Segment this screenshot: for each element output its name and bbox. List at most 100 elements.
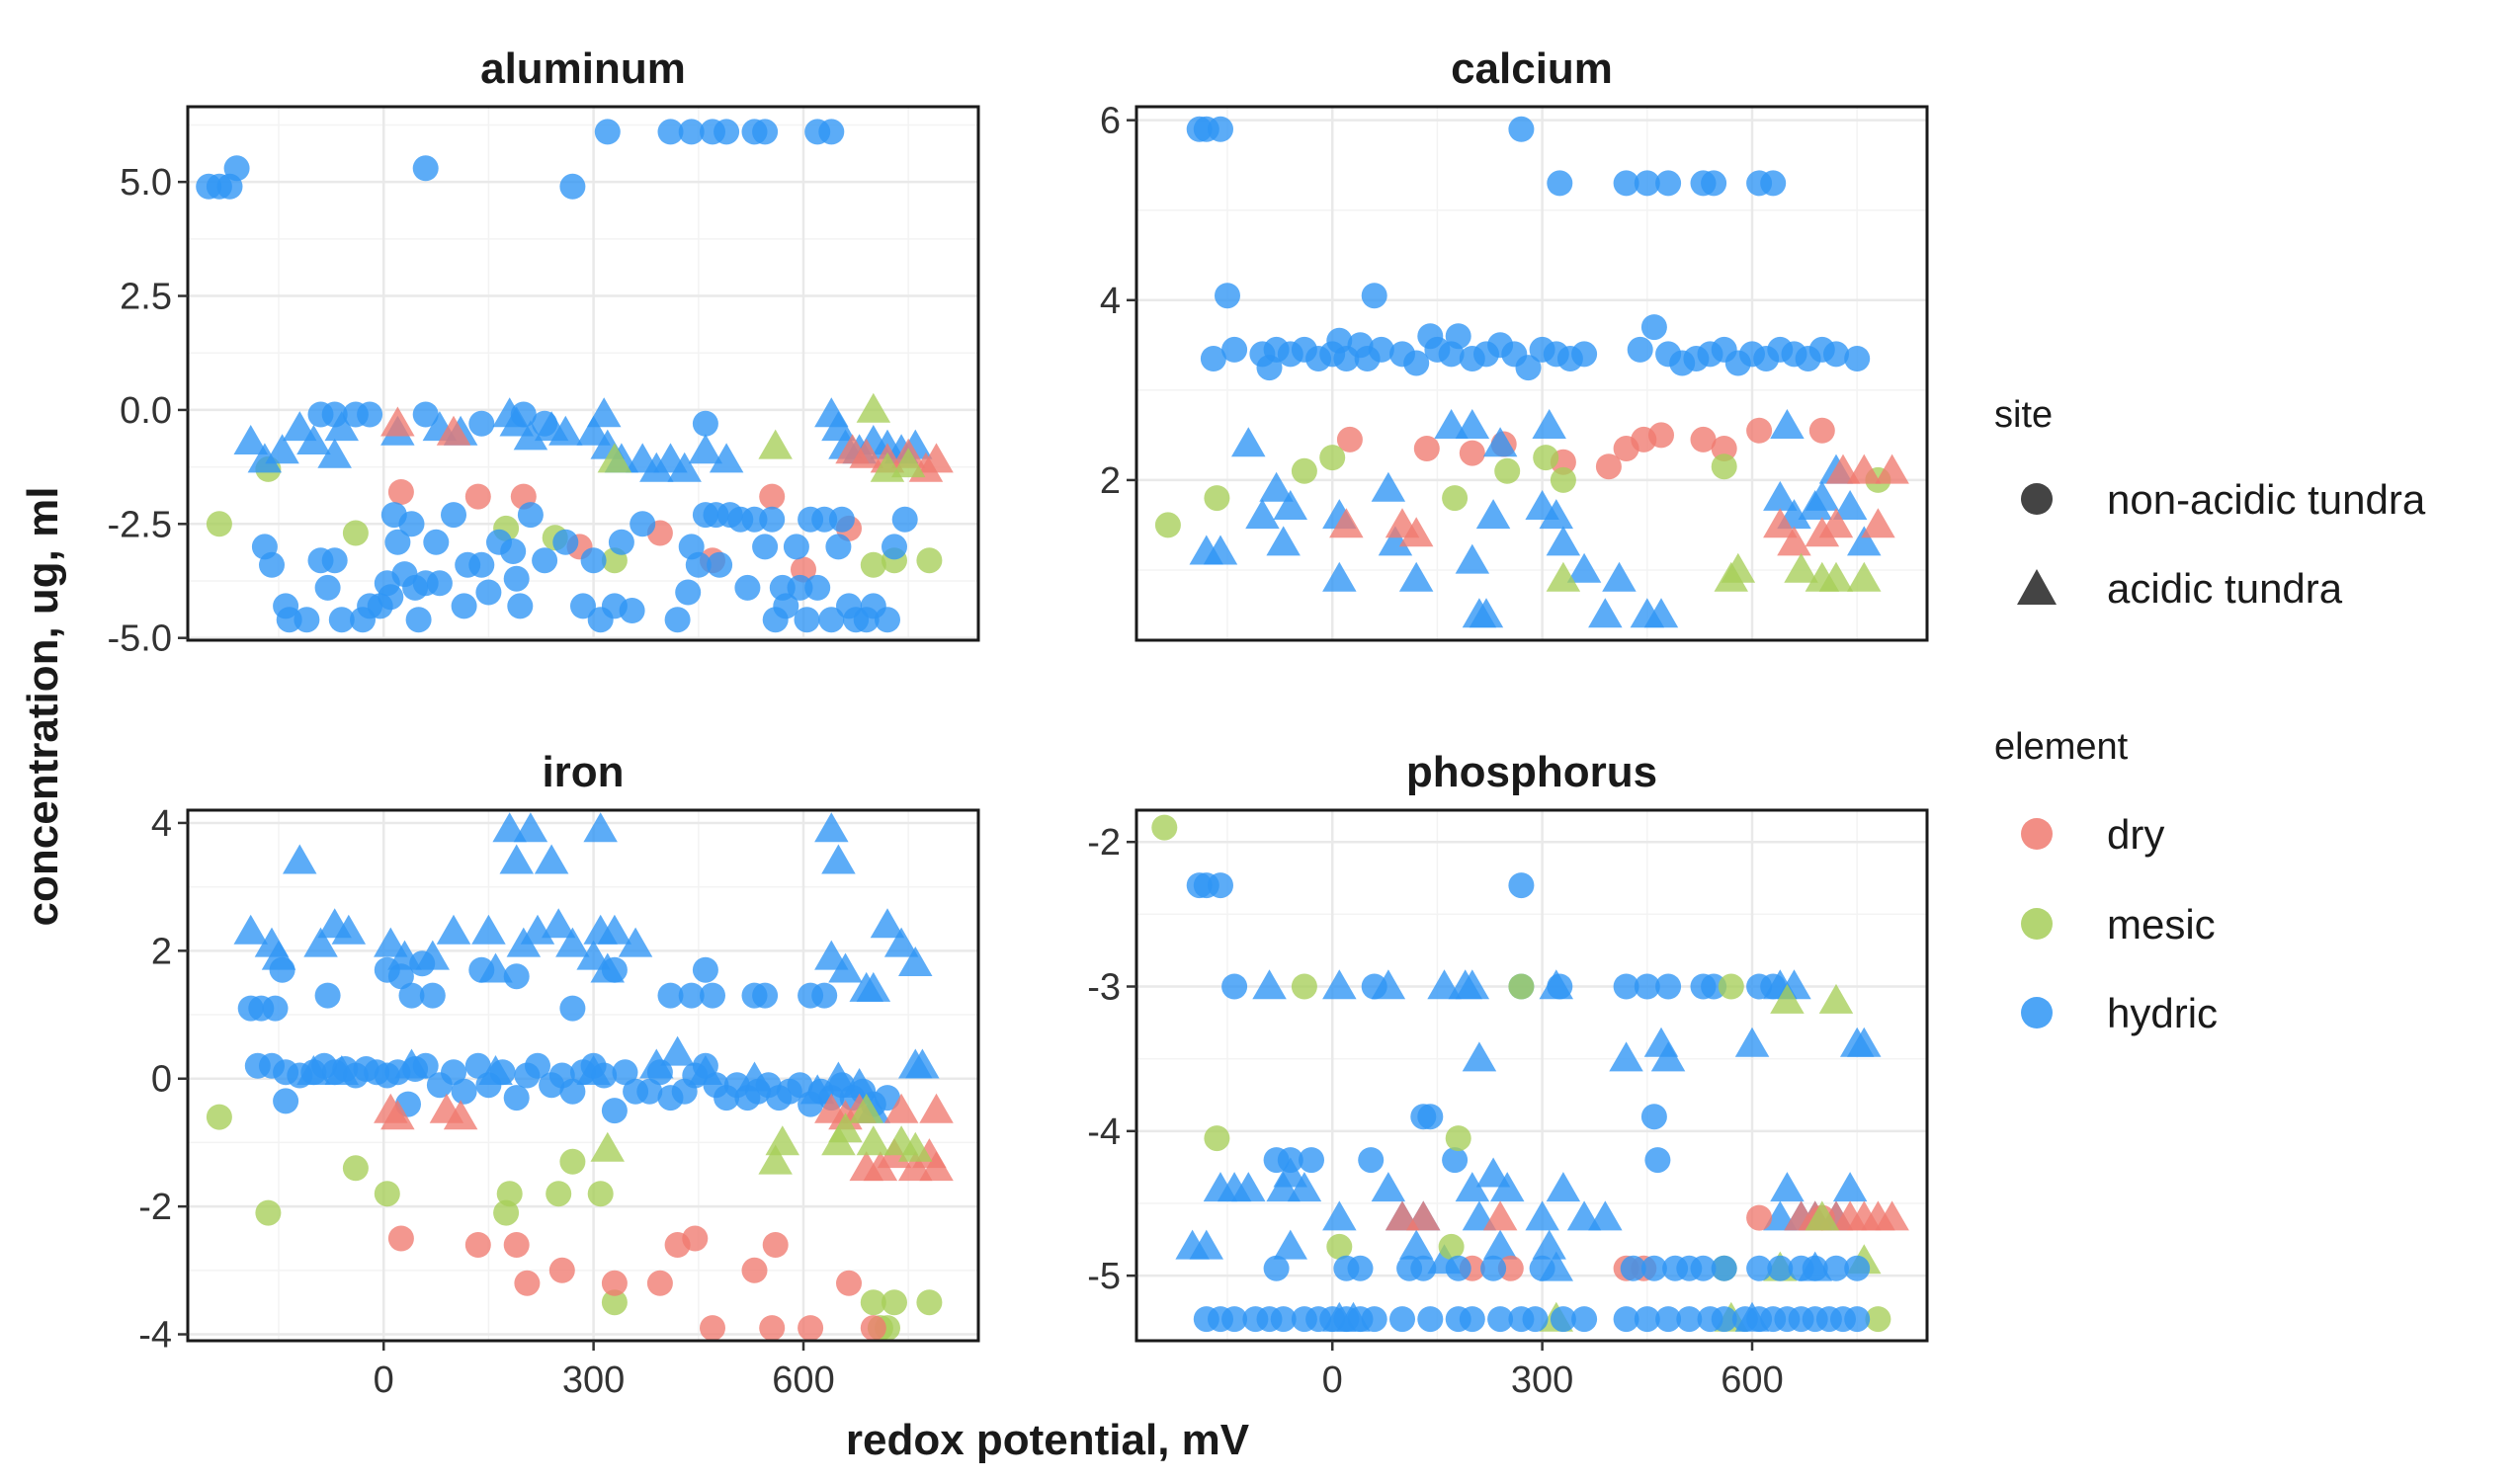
point-hydric-acidic <box>667 452 702 482</box>
point-hydric-acidic <box>1203 535 1238 565</box>
point-hydric-non-acidic <box>412 401 439 428</box>
point-mesic-acidic <box>765 1125 799 1156</box>
point-hydric-non-acidic <box>875 607 900 633</box>
point-hydric-non-acidic <box>1361 1306 1387 1333</box>
point-hydric-non-acidic <box>1634 1306 1660 1333</box>
point-hydric-non-acidic <box>1389 1306 1415 1333</box>
point-hydric-non-acidic <box>1767 1255 1794 1281</box>
point-hydric-non-acidic <box>752 534 779 560</box>
point-hydric-non-acidic <box>559 995 586 1022</box>
point-hydric-non-acidic <box>1547 170 1573 197</box>
y-tick-label: 2 <box>151 931 172 972</box>
point-hydric-non-acidic <box>378 584 404 611</box>
point-dry-non-acidic <box>1336 426 1363 453</box>
point-hydric-acidic <box>1398 1229 1434 1260</box>
point-hydric-acidic <box>1847 526 1882 556</box>
x-tick-label: 600 <box>772 1359 834 1401</box>
point-hydric-non-acidic <box>314 982 341 1009</box>
point-hydric-acidic <box>1455 543 1490 574</box>
point-hydric-non-acidic <box>714 119 740 145</box>
point-hydric-non-acidic <box>692 956 718 983</box>
point-hydric-non-acidic <box>1515 355 1542 381</box>
point-mesic-non-acidic <box>1319 445 1346 471</box>
point-dry-non-acidic <box>1746 417 1773 444</box>
point-hydric-non-acidic <box>811 982 838 1009</box>
point-hydric-non-acidic <box>269 956 295 983</box>
point-hydric-non-acidic <box>1655 1306 1682 1333</box>
point-hydric-non-acidic <box>398 982 425 1009</box>
point-hydric-non-acidic <box>752 119 779 145</box>
point-hydric-acidic <box>1371 969 1406 1000</box>
point-hydric-non-acidic <box>787 1072 813 1099</box>
point-mesic-non-acidic <box>1291 973 1317 1000</box>
points-phosphorus <box>1151 814 1909 1333</box>
point-hydric-acidic <box>1231 427 1266 457</box>
panel-iron: 4 2 0 -2 -4 0 300 600 iron <box>138 748 980 1401</box>
point-hydric-non-acidic <box>223 155 250 182</box>
point-hydric-non-acidic <box>1613 973 1639 1000</box>
point-hydric-acidic <box>1643 598 1679 628</box>
points-calcium <box>1154 116 1909 628</box>
panel-frame <box>1134 808 1929 1343</box>
point-mesic-non-acidic <box>1550 466 1576 493</box>
point-hydric-acidic <box>324 1055 359 1085</box>
point-hydric-acidic <box>499 406 534 437</box>
panel-title: aluminum <box>480 44 686 93</box>
point-hydric-acidic <box>1566 552 1602 583</box>
point-mesic-non-acidic <box>1204 485 1230 512</box>
point-hydric-acidic <box>821 1061 856 1092</box>
x-axis-title: redox potential, mV <box>846 1416 1250 1464</box>
point-hydric-acidic <box>1455 969 1490 1000</box>
point-mesic-non-acidic <box>1151 814 1178 841</box>
point-hydric-acidic <box>555 927 590 957</box>
point-hydric-non-acidic <box>828 506 855 533</box>
point-hydric-non-acidic <box>1508 116 1535 142</box>
point-hydric-acidic <box>828 952 863 983</box>
point-hydric-non-acidic <box>825 534 852 560</box>
point-hydric-acidic <box>870 908 905 939</box>
point-hydric-non-acidic <box>559 173 586 200</box>
point-hydric-non-acidic <box>1445 1255 1471 1281</box>
point-hydric-acidic <box>394 1048 429 1079</box>
point-hydric-acidic <box>1475 499 1511 530</box>
point-hydric-acidic <box>513 812 548 843</box>
point-hydric-non-acidic <box>468 956 495 983</box>
point-hydric-acidic <box>283 411 317 442</box>
point-hydric-non-acidic <box>619 598 645 623</box>
legend-element-label-dry: dry <box>2107 811 2164 858</box>
point-hydric-non-acidic <box>1746 1255 1773 1281</box>
point-hydric-non-acidic <box>1634 973 1660 1000</box>
point-hydric-non-acidic <box>1613 170 1639 197</box>
point-hydric-non-acidic <box>1711 1255 1737 1281</box>
point-dry-acidic <box>436 415 471 446</box>
point-dry-acidic <box>1482 1200 1518 1231</box>
point-hydric-acidic <box>618 927 653 957</box>
point-hydric-acidic <box>1371 471 1406 502</box>
panel-title: iron <box>542 748 624 796</box>
point-mesic-non-acidic <box>1494 457 1521 484</box>
point-hydric-non-acidic <box>1263 1255 1290 1281</box>
point-hydric-acidic <box>576 1055 611 1085</box>
point-hydric-non-acidic <box>1823 1255 1849 1281</box>
point-hydric-non-acidic <box>594 119 621 145</box>
point-hydric-non-acidic <box>1844 346 1871 371</box>
point-hydric-non-acidic <box>1508 872 1535 899</box>
points-aluminum <box>196 119 954 633</box>
point-mesic-non-acidic <box>1154 512 1181 538</box>
point-hydric-non-acidic <box>692 410 718 437</box>
point-hydric-non-acidic <box>734 574 761 601</box>
point-hydric-acidic <box>1266 526 1301 556</box>
point-hydric-non-acidic <box>409 950 436 977</box>
point-hydric-acidic <box>1734 1027 1770 1057</box>
legend-key-hydric <box>2021 997 2053 1029</box>
point-hydric-acidic <box>1490 1172 1525 1202</box>
point-dry-non-acidic <box>514 1270 541 1296</box>
point-hydric-non-acidic <box>608 529 634 555</box>
point-mesic-acidic <box>590 1131 625 1162</box>
point-hydric-acidic <box>576 415 611 446</box>
point-hydric-non-acidic <box>468 551 495 578</box>
x-tick-label: 0 <box>1322 1359 1343 1401</box>
panel-frame <box>186 105 980 642</box>
legend-key-circle <box>2021 483 2053 515</box>
point-hydric-acidic <box>1287 1172 1322 1202</box>
